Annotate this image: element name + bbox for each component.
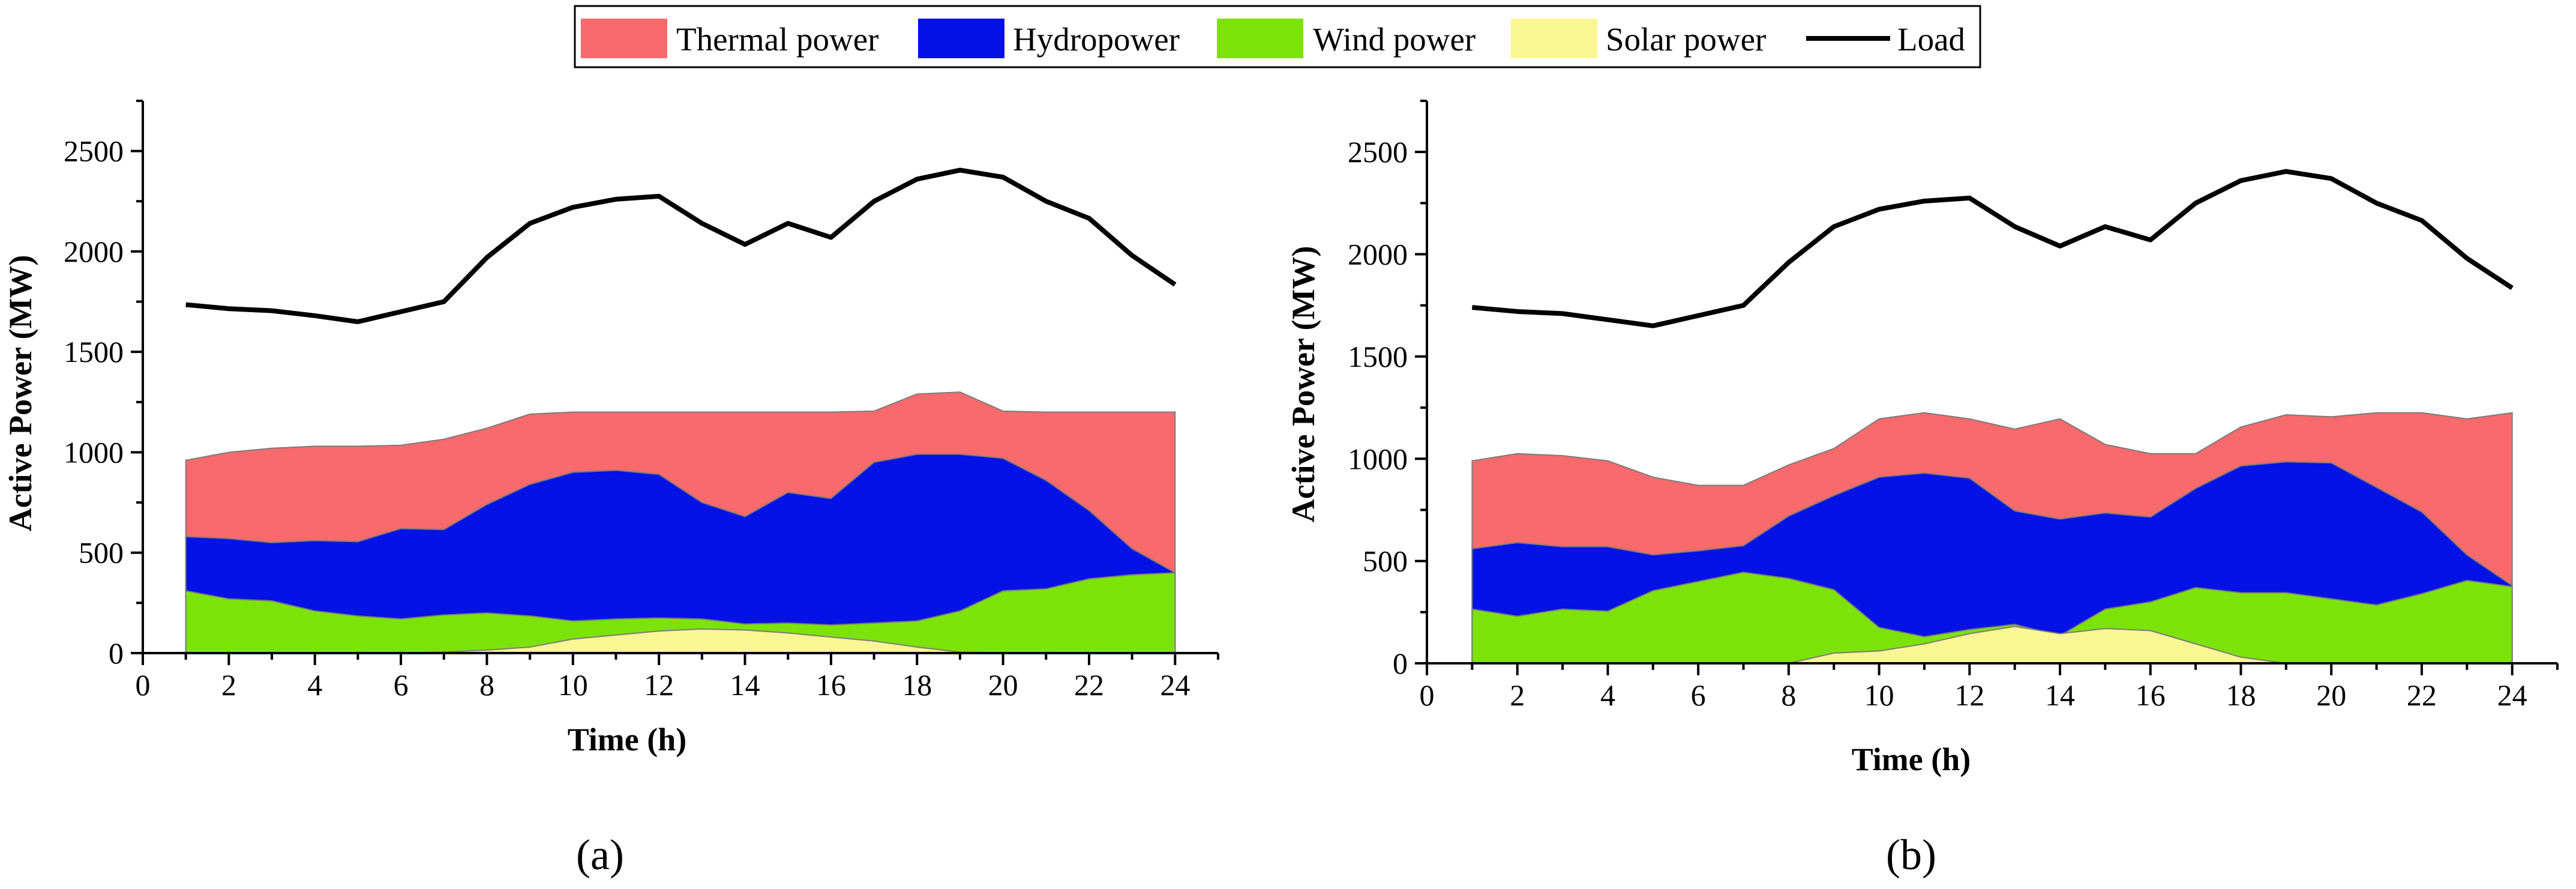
panel-b-xtick-label: 16 — [2136, 678, 2166, 712]
panel-b-ytick-label: 0 — [1393, 646, 1408, 680]
legend-swatch-hydro — [918, 19, 1004, 58]
panel-a-ytick-label: 0 — [109, 636, 124, 670]
legend-swatch-solar — [1511, 19, 1597, 58]
panel-a-axes — [142, 101, 1218, 654]
panel-a-xtick-label: 2 — [221, 668, 236, 702]
panel-a-xtick-label: 8 — [479, 668, 494, 702]
panel-a-load — [185, 167, 1177, 324]
panel-b-xtick-label: 10 — [1864, 678, 1894, 712]
panel-a-xtick-label: 16 — [816, 668, 846, 702]
legend-label-solar: Solar power — [1606, 21, 1766, 58]
panel-a-yticks: 0 500 1000 1500 2000 2500 — [64, 100, 143, 670]
panel-b-ytick-label: 500 — [1363, 544, 1408, 578]
panel-b-xtick-label: 22 — [2407, 678, 2437, 712]
legend-label-wind: Wind power — [1313, 21, 1476, 58]
panel-b-xlabel: Time (h) — [1852, 741, 1971, 777]
panel-a-xlabel: Time (h) — [568, 722, 687, 758]
panel-b-ytick-label: 1000 — [1348, 442, 1408, 475]
panel-b-xticks: 0 2 4 6 8 10 12 14 16 18 20 22 24 — [1420, 663, 2559, 712]
panel-b-xtick-label: 8 — [1781, 678, 1796, 712]
panel-a-chart: 0 2 4 6 8 10 12 14 16 18 20 22 24 050010001500200025… — [2, 100, 1219, 758]
panel-b-ytick-label: 2500 — [1348, 135, 1408, 169]
panel-b-xtick-label: 4 — [1600, 678, 1615, 712]
panel-b-yticks: 0 500 1000 1500 2000 2500 — [1348, 100, 1427, 680]
panel-a-areas — [185, 391, 1176, 654]
panel-b-xtick-label: 6 — [1691, 678, 1706, 712]
panel-a-xticks: 0 2 4 6 8 10 12 14 16 18 20 22 24 — [136, 653, 1219, 702]
panel-a-xtick-label: 12 — [644, 668, 674, 702]
panel-b-xtick-label: 18 — [2226, 678, 2256, 712]
legend-swatch-thermal — [581, 19, 667, 58]
panel-a-xtick-label: 6 — [394, 668, 409, 702]
panel-a-ytick-label: 1500 — [64, 335, 124, 369]
panel-b-xtick-label: 20 — [2316, 678, 2346, 712]
panel-a-ytick-label: 2500 — [64, 134, 124, 168]
caption-b: (b) — [1886, 831, 1936, 879]
panel-a-ytick-label: 2000 — [64, 235, 124, 268]
panel-a-xtick-label: 22 — [1074, 668, 1104, 702]
panel-a-ytick-label: 500 — [79, 536, 124, 570]
legend-swatch-wind — [1217, 19, 1303, 58]
panel-b-axes — [1426, 101, 2557, 664]
panel-b-load — [1471, 169, 2514, 328]
panel-b-xtick-label: 12 — [1954, 678, 1984, 712]
panel-b-ytick-label: 2000 — [1348, 238, 1408, 271]
caption-a: (a) — [576, 831, 624, 879]
panel-a-hydropower-area — [185, 453, 1176, 654]
panel-a-xtick-label: 10 — [558, 668, 588, 702]
panel-b-xtick-label: 0 — [1420, 678, 1435, 712]
panel-b-areas — [1471, 412, 2513, 664]
panel-a-xtick-label: 14 — [730, 668, 760, 702]
panel-b-ytick-label: 1500 — [1348, 340, 1408, 373]
panel-b-xtick-label: 24 — [2497, 678, 2527, 712]
panel-a-xtick-label: 0 — [136, 668, 151, 702]
panel-b-wind-power-area — [1471, 571, 2513, 664]
panel-b-ylabel: Active Power (MW) — [1285, 246, 1321, 523]
panel-a-wind-power-area — [185, 572, 1176, 654]
legend: Thermal power Hydropower Wind power Sola… — [574, 5, 1981, 68]
panel-a-ylabel: Active Power (MW) — [2, 255, 38, 532]
panel-a-xtick-label: 4 — [307, 668, 322, 702]
legend-label-thermal: Thermal power — [676, 21, 879, 58]
panel-b-xtick-label: 14 — [2045, 678, 2075, 712]
panel-b-load-line — [1471, 169, 2514, 328]
panel-b-chart: 0 2 4 6 8 10 12 14 16 18 20 22 24 050010001500200025… — [1285, 100, 2559, 777]
panel-a-ytick-label: 1000 — [64, 435, 124, 469]
panel-b-xtick-label: 2 — [1510, 678, 1525, 712]
legend-label-load: Load — [1897, 21, 1965, 58]
legend-label-hydro: Hydropower — [1013, 21, 1180, 58]
panel-a-xtick-label: 24 — [1160, 668, 1190, 702]
panel-a-load-line — [185, 167, 1177, 324]
panel-a-xtick-label: 18 — [902, 668, 932, 702]
panel-a-xtick-label: 20 — [988, 668, 1018, 702]
